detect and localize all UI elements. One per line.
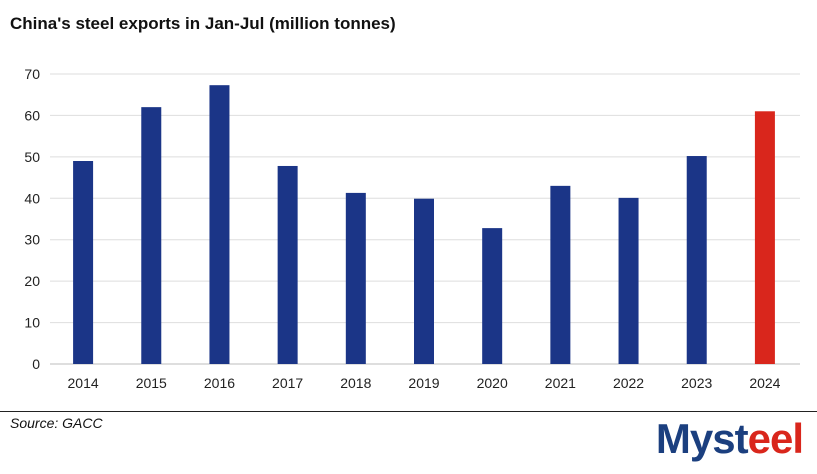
y-axis-ticks: 0 10 20 30 40 50 60 70 [24, 66, 40, 372]
chart-title: China's steel exports in Jan-Jul (millio… [10, 14, 396, 33]
x-tick-label: 2019 [408, 375, 439, 391]
source-note: Source: GACC [10, 415, 103, 431]
bar-2016 [209, 85, 230, 364]
x-tick-label: 2021 [545, 375, 576, 391]
footer-divider [0, 411, 817, 412]
x-tick-label: 2016 [204, 375, 235, 391]
x-tick-label: 2023 [681, 375, 712, 391]
bars [73, 85, 775, 365]
bar-2021 [550, 185, 571, 364]
x-tick-label: 2015 [136, 375, 167, 391]
bar-2014 [73, 161, 94, 364]
x-tick-label: 2020 [477, 375, 508, 391]
bar-2019 [414, 198, 434, 364]
bar-2018 [345, 192, 366, 364]
y-tick-label: 60 [24, 107, 40, 123]
x-tick-label: 2024 [749, 375, 780, 391]
brand-logo: Mysteel [655, 415, 804, 462]
y-tick-label: 50 [24, 149, 40, 165]
y-tick-label: 70 [24, 66, 40, 82]
y-tick-label: 30 [24, 232, 40, 248]
bar-2017 [277, 165, 298, 364]
y-tick-label: 40 [24, 190, 40, 206]
bar-2023 [686, 156, 707, 364]
x-tick-label: 2014 [68, 375, 99, 391]
bar-2015 [141, 107, 162, 365]
brand-logo-text: Mysteel [655, 415, 804, 462]
x-tick-label: 2018 [340, 375, 371, 391]
y-tick-label: 10 [24, 315, 40, 331]
y-tick-label: 0 [32, 356, 40, 372]
y-tick-label: 20 [24, 273, 40, 289]
x-tick-label: 2022 [613, 375, 644, 391]
bar-2022 [618, 197, 639, 364]
x-tick-label: 2017 [272, 375, 303, 391]
bar-2024 [754, 111, 775, 365]
x-axis-ticks: 2014 2015 2016 2017 2018 2019 2020 2021 2022 2023… [68, 375, 781, 391]
bar-2020 [482, 228, 503, 364]
